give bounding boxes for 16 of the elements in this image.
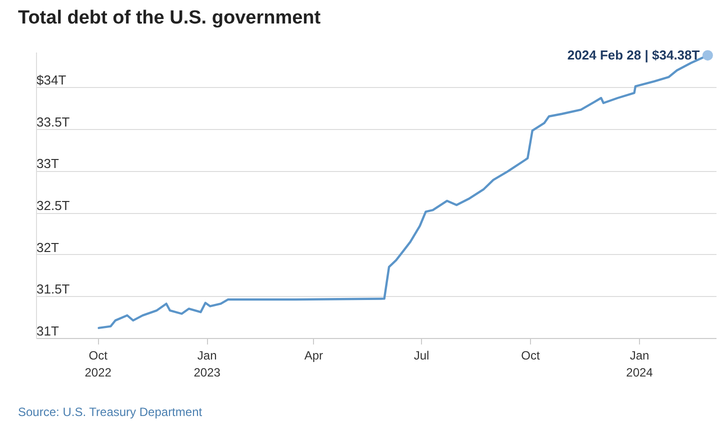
y-tick-label: 32.5T <box>36 198 70 214</box>
x-tick-label: Oct 2022 <box>84 348 112 380</box>
x-tick-label: Jan 2023 <box>194 348 221 380</box>
x-tick-label: Oct <box>521 348 541 362</box>
x-tick-label: Jan 2024 <box>626 348 654 380</box>
annotation: 2024 Feb 28 | $34.38T <box>567 47 700 62</box>
y-tick-label: 31.5T <box>36 282 70 297</box>
chart-title: Total debt of the U.S. government <box>18 7 322 28</box>
y-tick-label: 32T <box>36 240 59 255</box>
y-tick-label: $34T <box>36 72 66 88</box>
y-tick-label: 31T <box>36 324 59 338</box>
x-tick-label: Jul <box>414 348 430 362</box>
y-tick-label: 33.5T <box>36 114 70 130</box>
y-tick-label: 33T <box>36 156 59 172</box>
source-note: Source: U.S. Treasury Department <box>18 405 203 419</box>
x-tick-label: Apr <box>304 348 324 362</box>
